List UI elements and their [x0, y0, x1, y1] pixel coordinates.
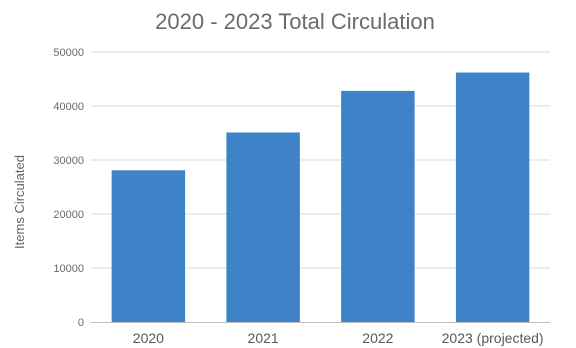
x-tick-label: 2023 (projected)	[442, 330, 544, 346]
y-tick-label: 0	[78, 317, 84, 329]
y-tick-labels: 0 10000 20000 30000 40000 50000	[53, 47, 84, 329]
x-tick-label: 2020	[133, 330, 164, 346]
y-tick-label: 30000	[53, 155, 84, 167]
bar-0	[111, 170, 186, 322]
chart-title: 2020 - 2023 Total Circulation	[155, 9, 435, 34]
y-axis-label: Items Circulated	[12, 155, 27, 249]
y-tick-label: 40000	[53, 101, 84, 113]
y-tick-label: 50000	[53, 47, 84, 59]
bar-3	[455, 72, 530, 323]
bar-2	[341, 90, 415, 322]
x-tick-labels: 2020 2021 2022 2023 (projected)	[133, 330, 544, 346]
bar-1	[226, 132, 300, 322]
y-tick-label: 10000	[53, 263, 84, 275]
x-tick-label: 2021	[248, 330, 279, 346]
y-tick-label: 20000	[53, 209, 84, 221]
x-tick-label: 2022	[362, 330, 393, 346]
bars	[111, 72, 530, 323]
